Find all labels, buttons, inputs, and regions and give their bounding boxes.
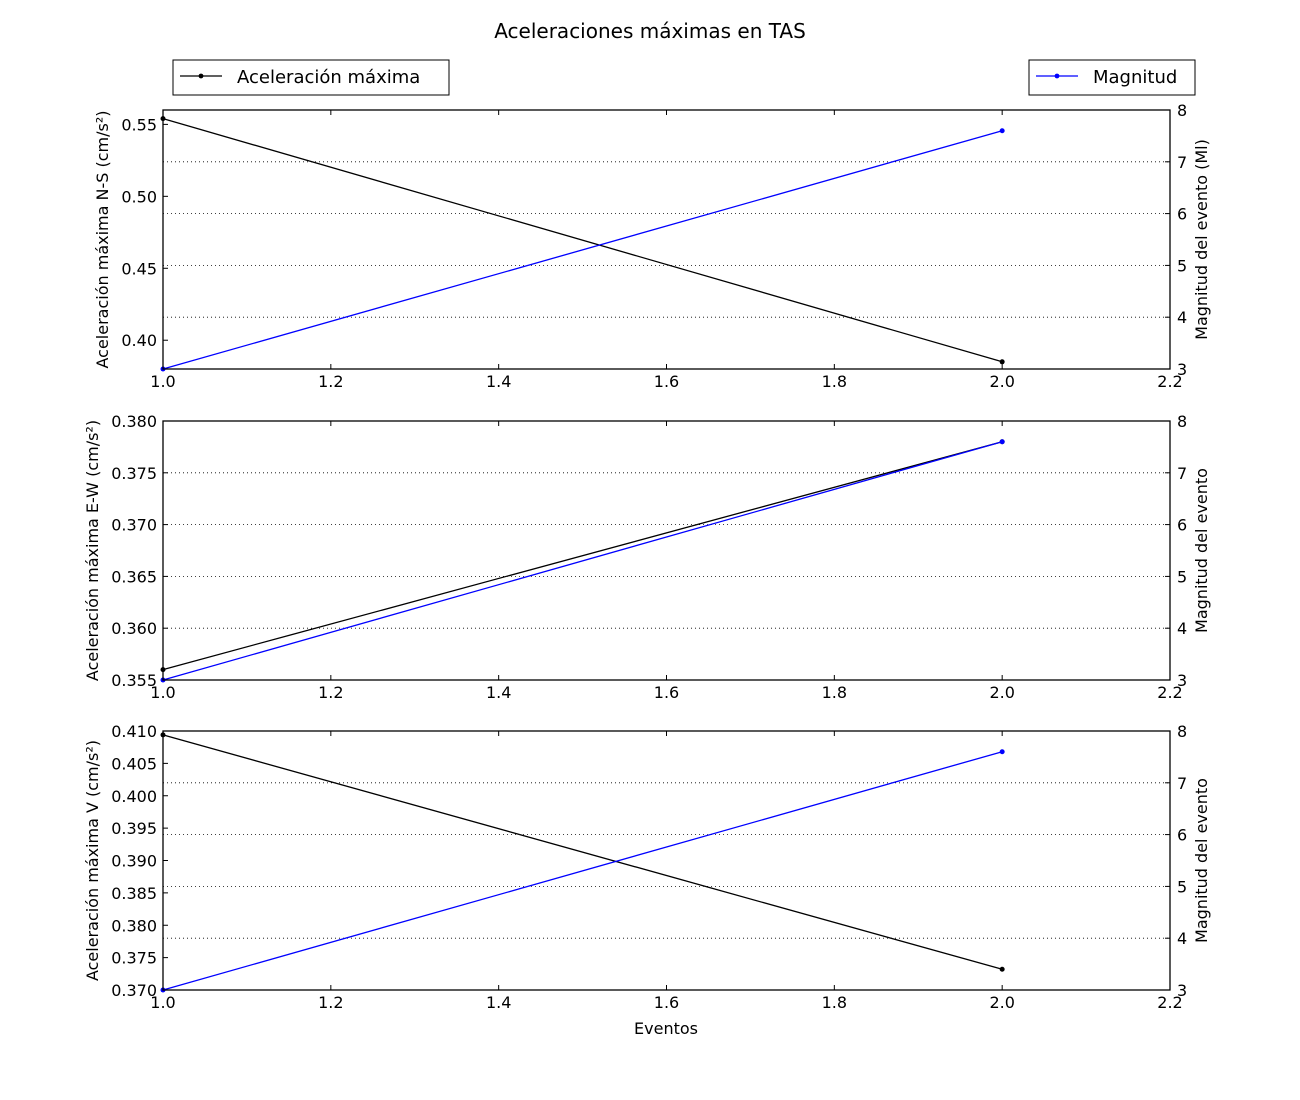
y-left-tick-label: 0.360 xyxy=(111,619,157,638)
y-left-tick-label: 0.365 xyxy=(111,567,157,586)
series-line-aceleracion xyxy=(162,117,1003,363)
x-tick-label: 2.2 xyxy=(1157,372,1182,391)
x-axis-label: Eventos xyxy=(634,1019,698,1038)
x-tick-label: 1.2 xyxy=(318,993,343,1012)
x-tick-label: 2.0 xyxy=(989,993,1014,1012)
panels: 1.0 1.2 1.4 1.6 1.8 2.0 2.2 0.40 0.45 0.50 0.55 3 4 5… xyxy=(83,101,1211,1012)
x-tick-label: 2.0 xyxy=(989,683,1014,702)
legend-right: Magnitud xyxy=(1028,59,1196,96)
series-line-magnitud xyxy=(162,441,1003,681)
data-point-aceleracion xyxy=(999,359,1005,365)
panel-1: 1.0 1.2 1.4 1.6 1.8 2.0 2.2 0.40 0.45 0.50 0.55 3 4 5… xyxy=(93,101,1211,391)
series-line-magnitud xyxy=(162,751,1003,991)
series-line-aceleracion xyxy=(162,441,1003,671)
y-right-tick-label: 6 xyxy=(1177,516,1187,535)
x-tick-label: 1.0 xyxy=(150,372,175,391)
y-left-tick-label: 0.380 xyxy=(111,412,157,431)
y-left-tick-label: 0.45 xyxy=(121,259,157,278)
legend-right-label: Magnitud xyxy=(1093,67,1177,88)
x-tick-label: 1.8 xyxy=(822,683,847,702)
y-left-tick-label: 0.40 xyxy=(121,331,157,350)
y-right-tick-label: 7 xyxy=(1177,774,1187,793)
y-right-tick-label: 5 xyxy=(1177,256,1187,275)
y-right-axis-label: Magnitud del evento (Ml) xyxy=(1192,139,1211,340)
x-tick-label: 2.2 xyxy=(1157,683,1182,702)
y-left-tick-label: 0.380 xyxy=(111,916,157,935)
x-tick-label: 1.8 xyxy=(822,993,847,1012)
y-right-tick-label: 7 xyxy=(1177,153,1187,172)
x-tick-label: 2.2 xyxy=(1157,993,1182,1012)
plot-frame xyxy=(162,109,1171,370)
x-tick-label: 2.0 xyxy=(989,372,1014,391)
y-right-tick-label: 4 xyxy=(1177,929,1187,948)
y-left-tick-label: 0.395 xyxy=(111,819,157,838)
plot-frame xyxy=(162,730,1171,991)
x-tick-label: 1.4 xyxy=(486,993,511,1012)
legend-left-label: Aceleración máxima xyxy=(237,67,420,88)
y-left-tick-label: 0.375 xyxy=(111,949,157,968)
series-line-aceleracion xyxy=(162,734,1003,970)
y-left-tick-label: 0.370 xyxy=(111,981,157,1000)
legend-left-marker xyxy=(198,73,204,79)
y-right-tick-label: 5 xyxy=(1177,567,1187,586)
y-left-tick-label: 0.410 xyxy=(111,722,157,741)
y-right-tick-label: 4 xyxy=(1177,308,1187,327)
panel-2: 1.0 1.2 1.4 1.6 1.8 2.0 2.2 0.355 0.360 0.365 0.37… xyxy=(83,412,1211,702)
y-left-axis-label: Aceleración máxima E-W (cm/s²) xyxy=(83,420,102,681)
y-left-tick-label: 0.355 xyxy=(111,671,157,690)
y-left-tick-label: 0.50 xyxy=(121,187,157,206)
plot-frame xyxy=(162,420,1171,681)
y-right-tick-label: 5 xyxy=(1177,877,1187,896)
y-right-axis-label: Magnitud del evento xyxy=(1192,778,1211,943)
y-left-axis-label: Aceleración máxima N-S (cm/s²) xyxy=(93,110,112,368)
x-tick-label: 1.4 xyxy=(486,372,511,391)
x-tick-label: 1.6 xyxy=(654,683,679,702)
y-left-tick-label: 0.405 xyxy=(111,754,157,773)
x-tick-label: 1.0 xyxy=(150,993,175,1012)
x-tick-label: 1.0 xyxy=(150,683,175,702)
y-right-tick-label: 8 xyxy=(1177,722,1187,741)
y-left-tick-label: 0.370 xyxy=(111,516,157,535)
y-left-tick-label: 0.390 xyxy=(111,852,157,871)
data-point-magnitud xyxy=(999,749,1005,755)
series-line-magnitud xyxy=(162,130,1003,370)
y-right-tick-label: 3 xyxy=(1177,360,1187,379)
y-left-tick-label: 0.55 xyxy=(121,115,157,134)
y-left-axis-label: Aceleración máxima V (cm/s²) xyxy=(83,740,102,981)
x-tick-label: 1.4 xyxy=(486,683,511,702)
y-left-tick-label: 0.385 xyxy=(111,884,157,903)
y-right-tick-label: 8 xyxy=(1177,101,1187,120)
y-right-tick-label: 6 xyxy=(1177,205,1187,224)
x-tick-label: 1.2 xyxy=(318,683,343,702)
y-right-tick-label: 3 xyxy=(1177,981,1187,1000)
data-point-magnitud xyxy=(999,439,1005,445)
x-tick-label: 1.2 xyxy=(318,372,343,391)
y-right-tick-label: 8 xyxy=(1177,412,1187,431)
panel-3: 1.0 1.2 1.4 1.6 1.8 2.0 2.2 0.370 0.375 0.380 0.38… xyxy=(83,722,1211,1012)
data-point-magnitud xyxy=(999,128,1005,134)
legend-left: Aceleración máxima xyxy=(172,59,450,96)
legend-left-box xyxy=(172,59,450,96)
x-tick-label: 1.8 xyxy=(822,372,847,391)
y-right-tick-label: 7 xyxy=(1177,464,1187,483)
y-right-tick-label: 3 xyxy=(1177,671,1187,690)
figure-title: Aceleraciones máximas en TAS xyxy=(494,19,806,43)
y-left-tick-label: 0.400 xyxy=(111,787,157,806)
x-tick-label: 1.6 xyxy=(654,372,679,391)
data-point-aceleracion xyxy=(999,966,1005,972)
y-right-tick-label: 6 xyxy=(1177,826,1187,845)
y-left-tick-label: 0.375 xyxy=(111,464,157,483)
y-right-axis-label: Magnitud del evento xyxy=(1192,468,1211,633)
legend-right-marker xyxy=(1054,73,1060,79)
y-right-tick-label: 4 xyxy=(1177,619,1187,638)
x-tick-label: 1.6 xyxy=(654,993,679,1012)
